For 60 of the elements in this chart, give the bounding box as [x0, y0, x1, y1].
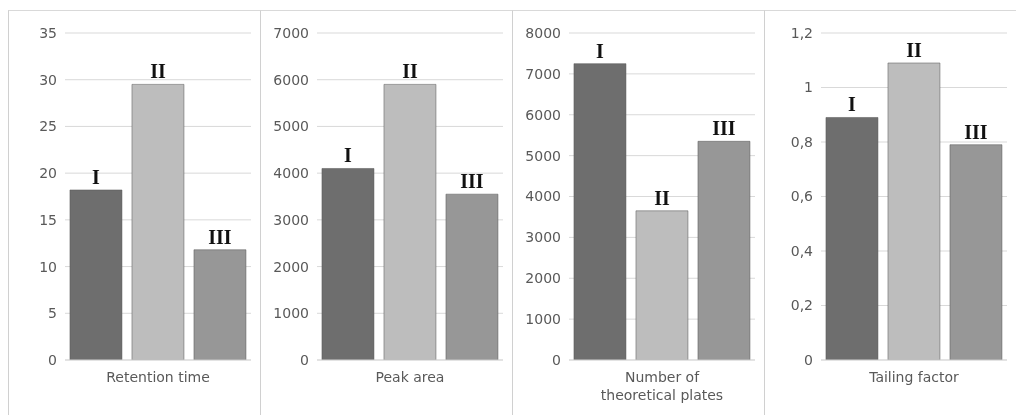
x-tick-label: I	[596, 39, 605, 62]
x-tick-label: II	[150, 60, 166, 83]
x-tick-label: III	[964, 120, 988, 143]
x-axis-title: Tailing factor	[868, 369, 960, 385]
y-tick-label: 5000	[273, 118, 309, 135]
y-tick-label: 15	[39, 211, 57, 228]
y-tick-label: 4000	[525, 188, 561, 205]
x-axis-title: Number of theoretical plates	[600, 369, 724, 403]
bar	[193, 249, 247, 360]
y-tick-label: 0	[552, 351, 561, 368]
bar	[131, 84, 185, 360]
y-tick-label: 7000	[525, 65, 561, 82]
y-tick-label: 0	[804, 351, 813, 368]
y-tick-label: 3000	[273, 211, 309, 228]
y-tick-label: 0,4	[790, 242, 814, 259]
x-tick-label: I	[92, 165, 101, 188]
y-tick-label: 35	[39, 24, 57, 41]
x-axis-title: Retention time	[106, 369, 210, 385]
y-tick-label: 5000	[525, 147, 561, 164]
x-tick-label: II	[402, 60, 418, 83]
bar	[69, 189, 123, 360]
y-tick-label: 1	[804, 79, 813, 96]
y-tick-label: 8000	[525, 24, 561, 41]
x-tick-label: III	[208, 225, 232, 248]
bar	[573, 63, 627, 360]
bar	[887, 62, 941, 360]
y-tick-label: 25	[39, 118, 57, 135]
y-tick-label: 2000	[525, 270, 561, 287]
y-tick-label: 2000	[273, 258, 309, 275]
y-tick-label: 0,6	[790, 188, 814, 205]
y-tick-label: 3000	[525, 229, 561, 246]
bar	[383, 84, 437, 360]
bar	[445, 193, 499, 360]
y-tick-label: 7000	[273, 24, 309, 41]
bar	[825, 117, 879, 360]
y-tick-label: 30	[39, 71, 57, 88]
x-tick-label: II	[654, 186, 670, 209]
bar	[635, 210, 689, 360]
x-axis-title: Peak area	[375, 369, 445, 385]
y-tick-label: 1,2	[790, 24, 813, 41]
x-tick-label: III	[460, 170, 484, 193]
y-tick-label: 0	[48, 351, 57, 368]
x-tick-label: II	[906, 38, 922, 61]
bar	[321, 168, 375, 360]
x-tick-label: III	[712, 117, 736, 140]
y-tick-label: 6000	[525, 106, 561, 123]
y-tick-label: 6000	[273, 71, 309, 88]
y-tick-label: 1000	[273, 305, 309, 322]
bar	[697, 141, 751, 360]
x-tick-label: I	[848, 93, 857, 116]
y-tick-label: 5	[48, 305, 57, 322]
y-tick-label: 0,8	[790, 133, 813, 150]
y-tick-label: 4000	[273, 165, 309, 182]
y-tick-label: 0	[300, 351, 309, 368]
y-tick-label: 1000	[525, 311, 561, 328]
y-tick-label: 10	[39, 258, 57, 275]
bar	[949, 144, 1003, 360]
x-tick-label: I	[344, 144, 353, 167]
y-tick-label: 20	[39, 165, 57, 182]
y-tick-label: 0,2	[790, 297, 813, 314]
